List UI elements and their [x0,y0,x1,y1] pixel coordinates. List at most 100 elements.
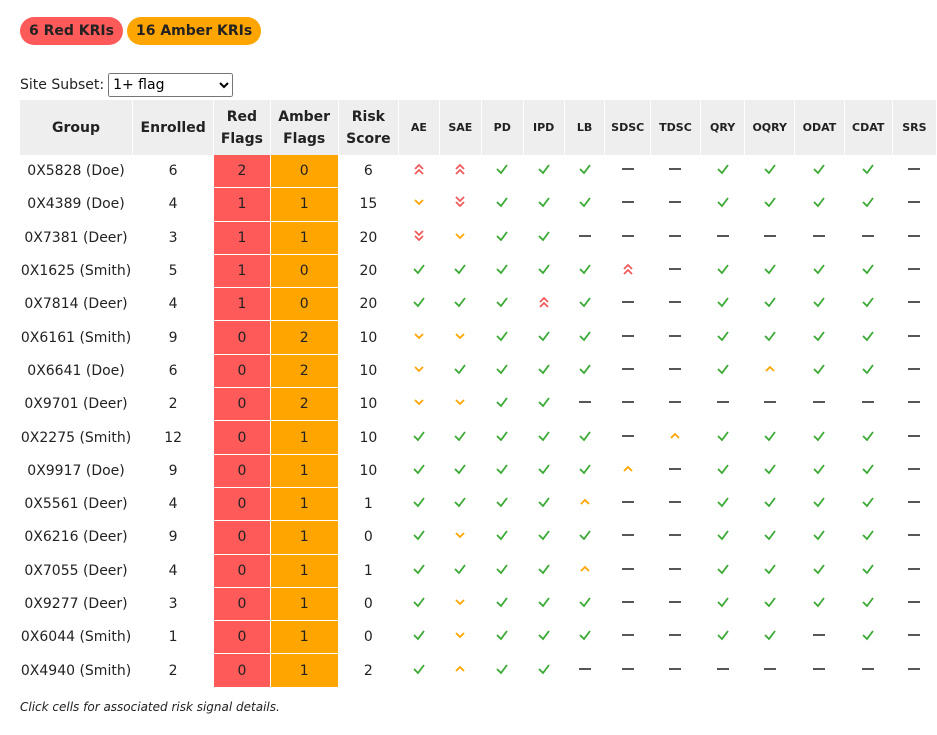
flag-cell[interactable] [523,420,565,455]
flag-cell[interactable] [844,554,893,588]
flag-cell[interactable] [439,620,482,654]
flag-cell[interactable] [794,587,845,621]
flag-cell[interactable] [700,254,746,288]
flag-cell[interactable] [892,287,937,321]
flag-cell[interactable] [794,387,845,421]
flag-cell[interactable] [794,620,845,654]
flag-cell[interactable] [564,254,606,288]
flag-cell[interactable] [744,554,796,588]
flag-cell[interactable] [892,620,937,654]
flag-cell[interactable] [564,320,606,355]
flag-cell[interactable] [398,587,440,621]
flag-cell[interactable] [398,387,440,421]
flag-cell[interactable] [523,620,565,654]
flag-cell[interactable] [439,653,482,688]
flag-cell[interactable] [844,520,893,555]
flag-cell[interactable] [604,287,651,321]
flag-cell[interactable] [700,187,746,222]
flag-cell[interactable] [523,155,565,188]
flag-cell[interactable] [481,387,524,421]
flag-cell[interactable] [564,420,606,455]
flag-cell[interactable] [650,287,702,321]
flag-cell[interactable] [398,454,440,488]
flag-cell[interactable] [794,420,845,455]
flag-cell[interactable] [481,187,524,222]
flag-cell[interactable] [844,187,893,222]
flag-cell[interactable] [523,187,565,222]
flag-cell[interactable] [398,287,440,321]
flag-cell[interactable] [604,354,651,388]
flag-cell[interactable] [398,320,440,355]
flag-cell[interactable] [700,420,746,455]
flag-cell[interactable] [439,587,482,621]
flag-cell[interactable] [650,520,702,555]
flag-cell[interactable] [604,420,651,455]
flag-cell[interactable] [398,620,440,654]
flag-cell[interactable] [744,155,796,188]
flag-cell[interactable] [604,221,651,255]
flag-cell[interactable] [604,520,651,555]
flag-cell[interactable] [700,155,746,188]
flag-cell[interactable] [650,653,702,688]
flag-cell[interactable] [564,454,606,488]
flag-cell[interactable] [439,254,482,288]
flag-cell[interactable] [439,487,482,521]
flag-cell[interactable] [564,587,606,621]
flag-cell[interactable] [844,155,893,188]
flag-cell[interactable] [744,187,796,222]
flag-cell[interactable] [650,354,702,388]
flag-cell[interactable] [844,653,893,688]
flag-cell[interactable] [700,587,746,621]
flag-cell[interactable] [844,320,893,355]
flag-cell[interactable] [744,520,796,555]
flag-cell[interactable] [844,420,893,455]
flag-cell[interactable] [744,387,796,421]
flag-cell[interactable] [744,620,796,654]
flag-cell[interactable] [650,554,702,588]
flag-cell[interactable] [604,155,651,188]
flag-cell[interactable] [794,520,845,555]
flag-cell[interactable] [744,354,796,388]
flag-cell[interactable] [398,254,440,288]
flag-cell[interactable] [439,155,482,188]
flag-cell[interactable] [650,254,702,288]
flag-cell[interactable] [650,454,702,488]
flag-cell[interactable] [844,354,893,388]
flag-cell[interactable] [398,520,440,555]
flag-cell[interactable] [564,554,606,588]
flag-cell[interactable] [744,587,796,621]
flag-cell[interactable] [398,653,440,688]
flag-cell[interactable] [794,454,845,488]
flag-cell[interactable] [604,387,651,421]
flag-cell[interactable] [892,155,937,188]
flag-cell[interactable] [892,354,937,388]
flag-cell[interactable] [794,287,845,321]
flag-cell[interactable] [481,620,524,654]
flag-cell[interactable] [650,221,702,255]
flag-cell[interactable] [523,320,565,355]
flag-cell[interactable] [439,387,482,421]
flag-cell[interactable] [700,620,746,654]
flag-cell[interactable] [744,454,796,488]
flag-cell[interactable] [398,155,440,188]
flag-cell[interactable] [744,487,796,521]
flag-cell[interactable] [604,620,651,654]
flag-cell[interactable] [564,221,606,255]
flag-cell[interactable] [794,554,845,588]
flag-cell[interactable] [650,487,702,521]
flag-cell[interactable] [398,487,440,521]
flag-cell[interactable] [481,254,524,288]
flag-cell[interactable] [523,287,565,321]
flag-cell[interactable] [604,487,651,521]
flag-cell[interactable] [794,653,845,688]
flag-cell[interactable] [523,387,565,421]
flag-cell[interactable] [744,254,796,288]
flag-cell[interactable] [439,320,482,355]
flag-cell[interactable] [481,487,524,521]
flag-cell[interactable] [604,554,651,588]
flag-cell[interactable] [892,587,937,621]
flag-cell[interactable] [794,487,845,521]
flag-cell[interactable] [439,454,482,488]
flag-cell[interactable] [564,653,606,688]
flag-cell[interactable] [892,420,937,455]
